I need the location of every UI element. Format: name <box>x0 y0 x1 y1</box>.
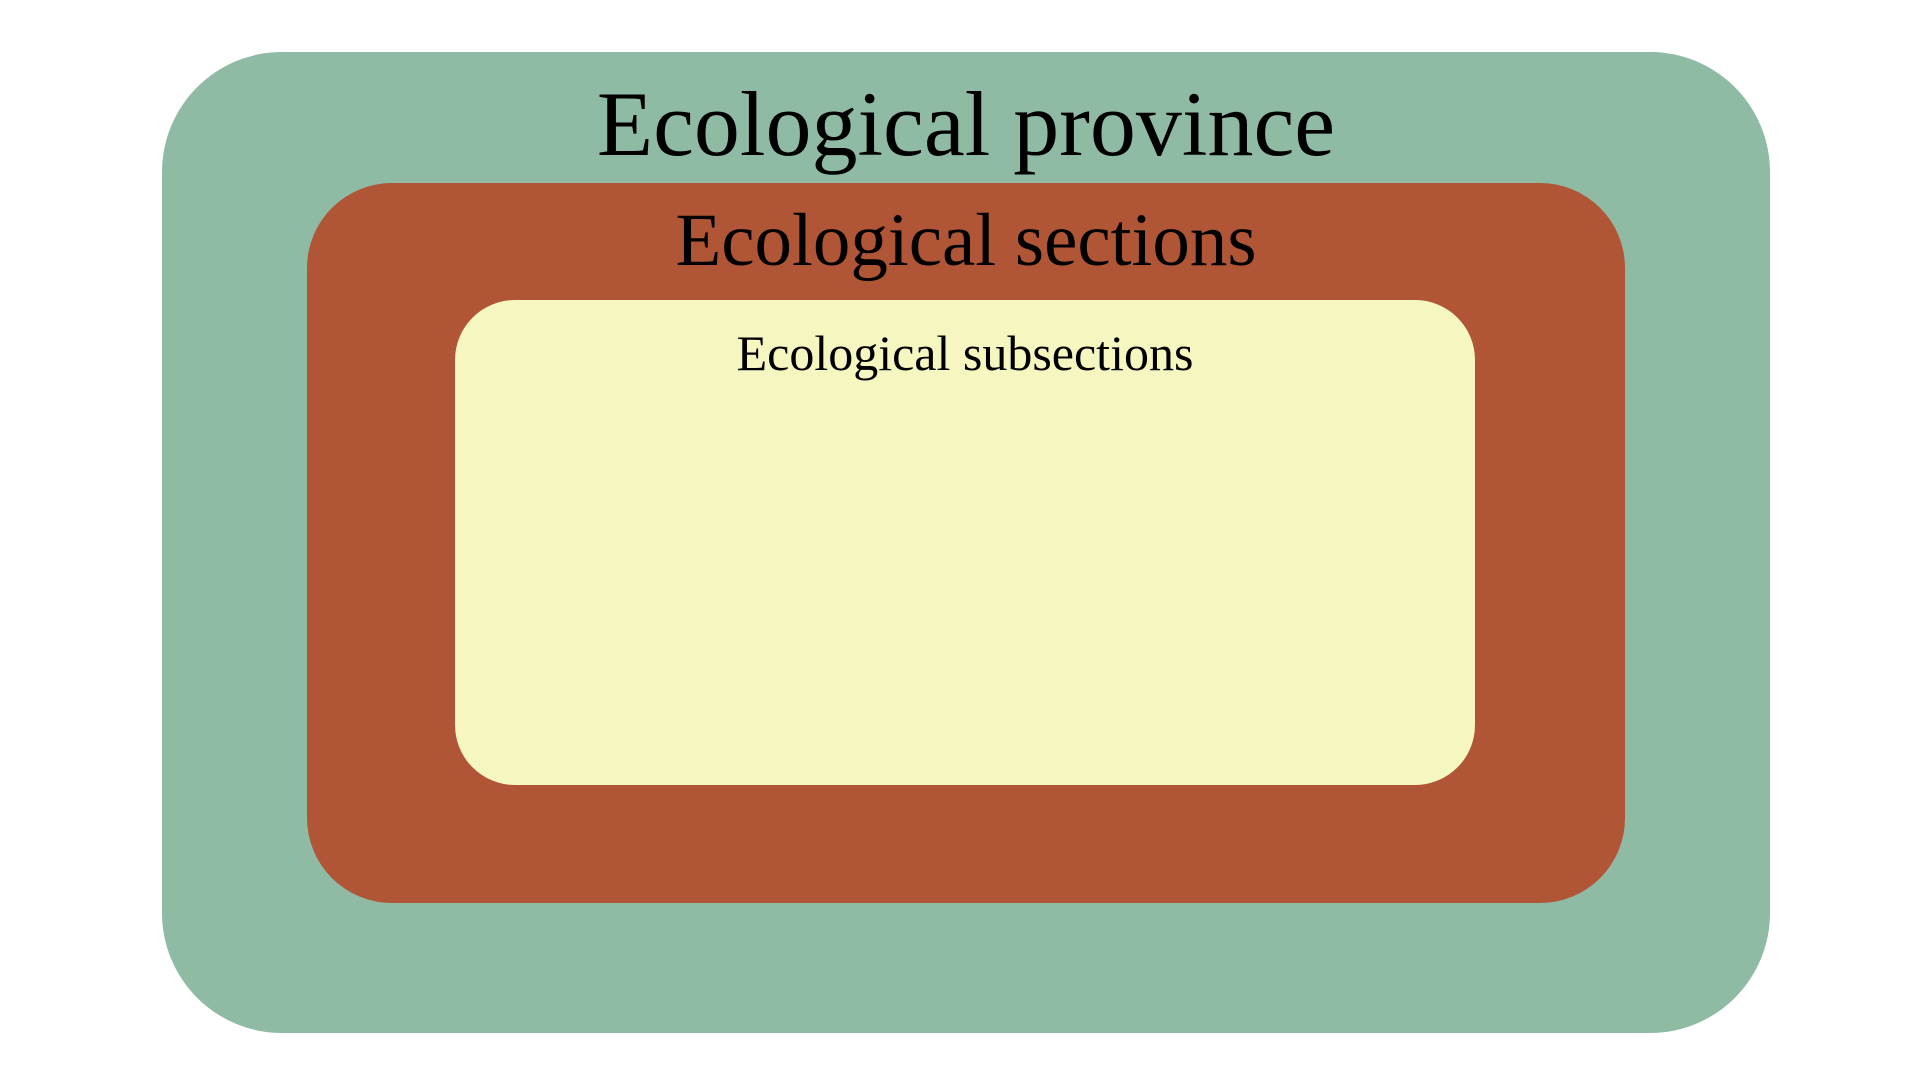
ecological-province-label: Ecological province <box>596 73 1336 175</box>
ecological-subsections-label: Ecological subsections <box>736 325 1194 381</box>
ecological-subsections-box: Ecological subsections <box>455 300 1475 785</box>
ecological-sections-label: Ecological sections <box>675 199 1257 282</box>
